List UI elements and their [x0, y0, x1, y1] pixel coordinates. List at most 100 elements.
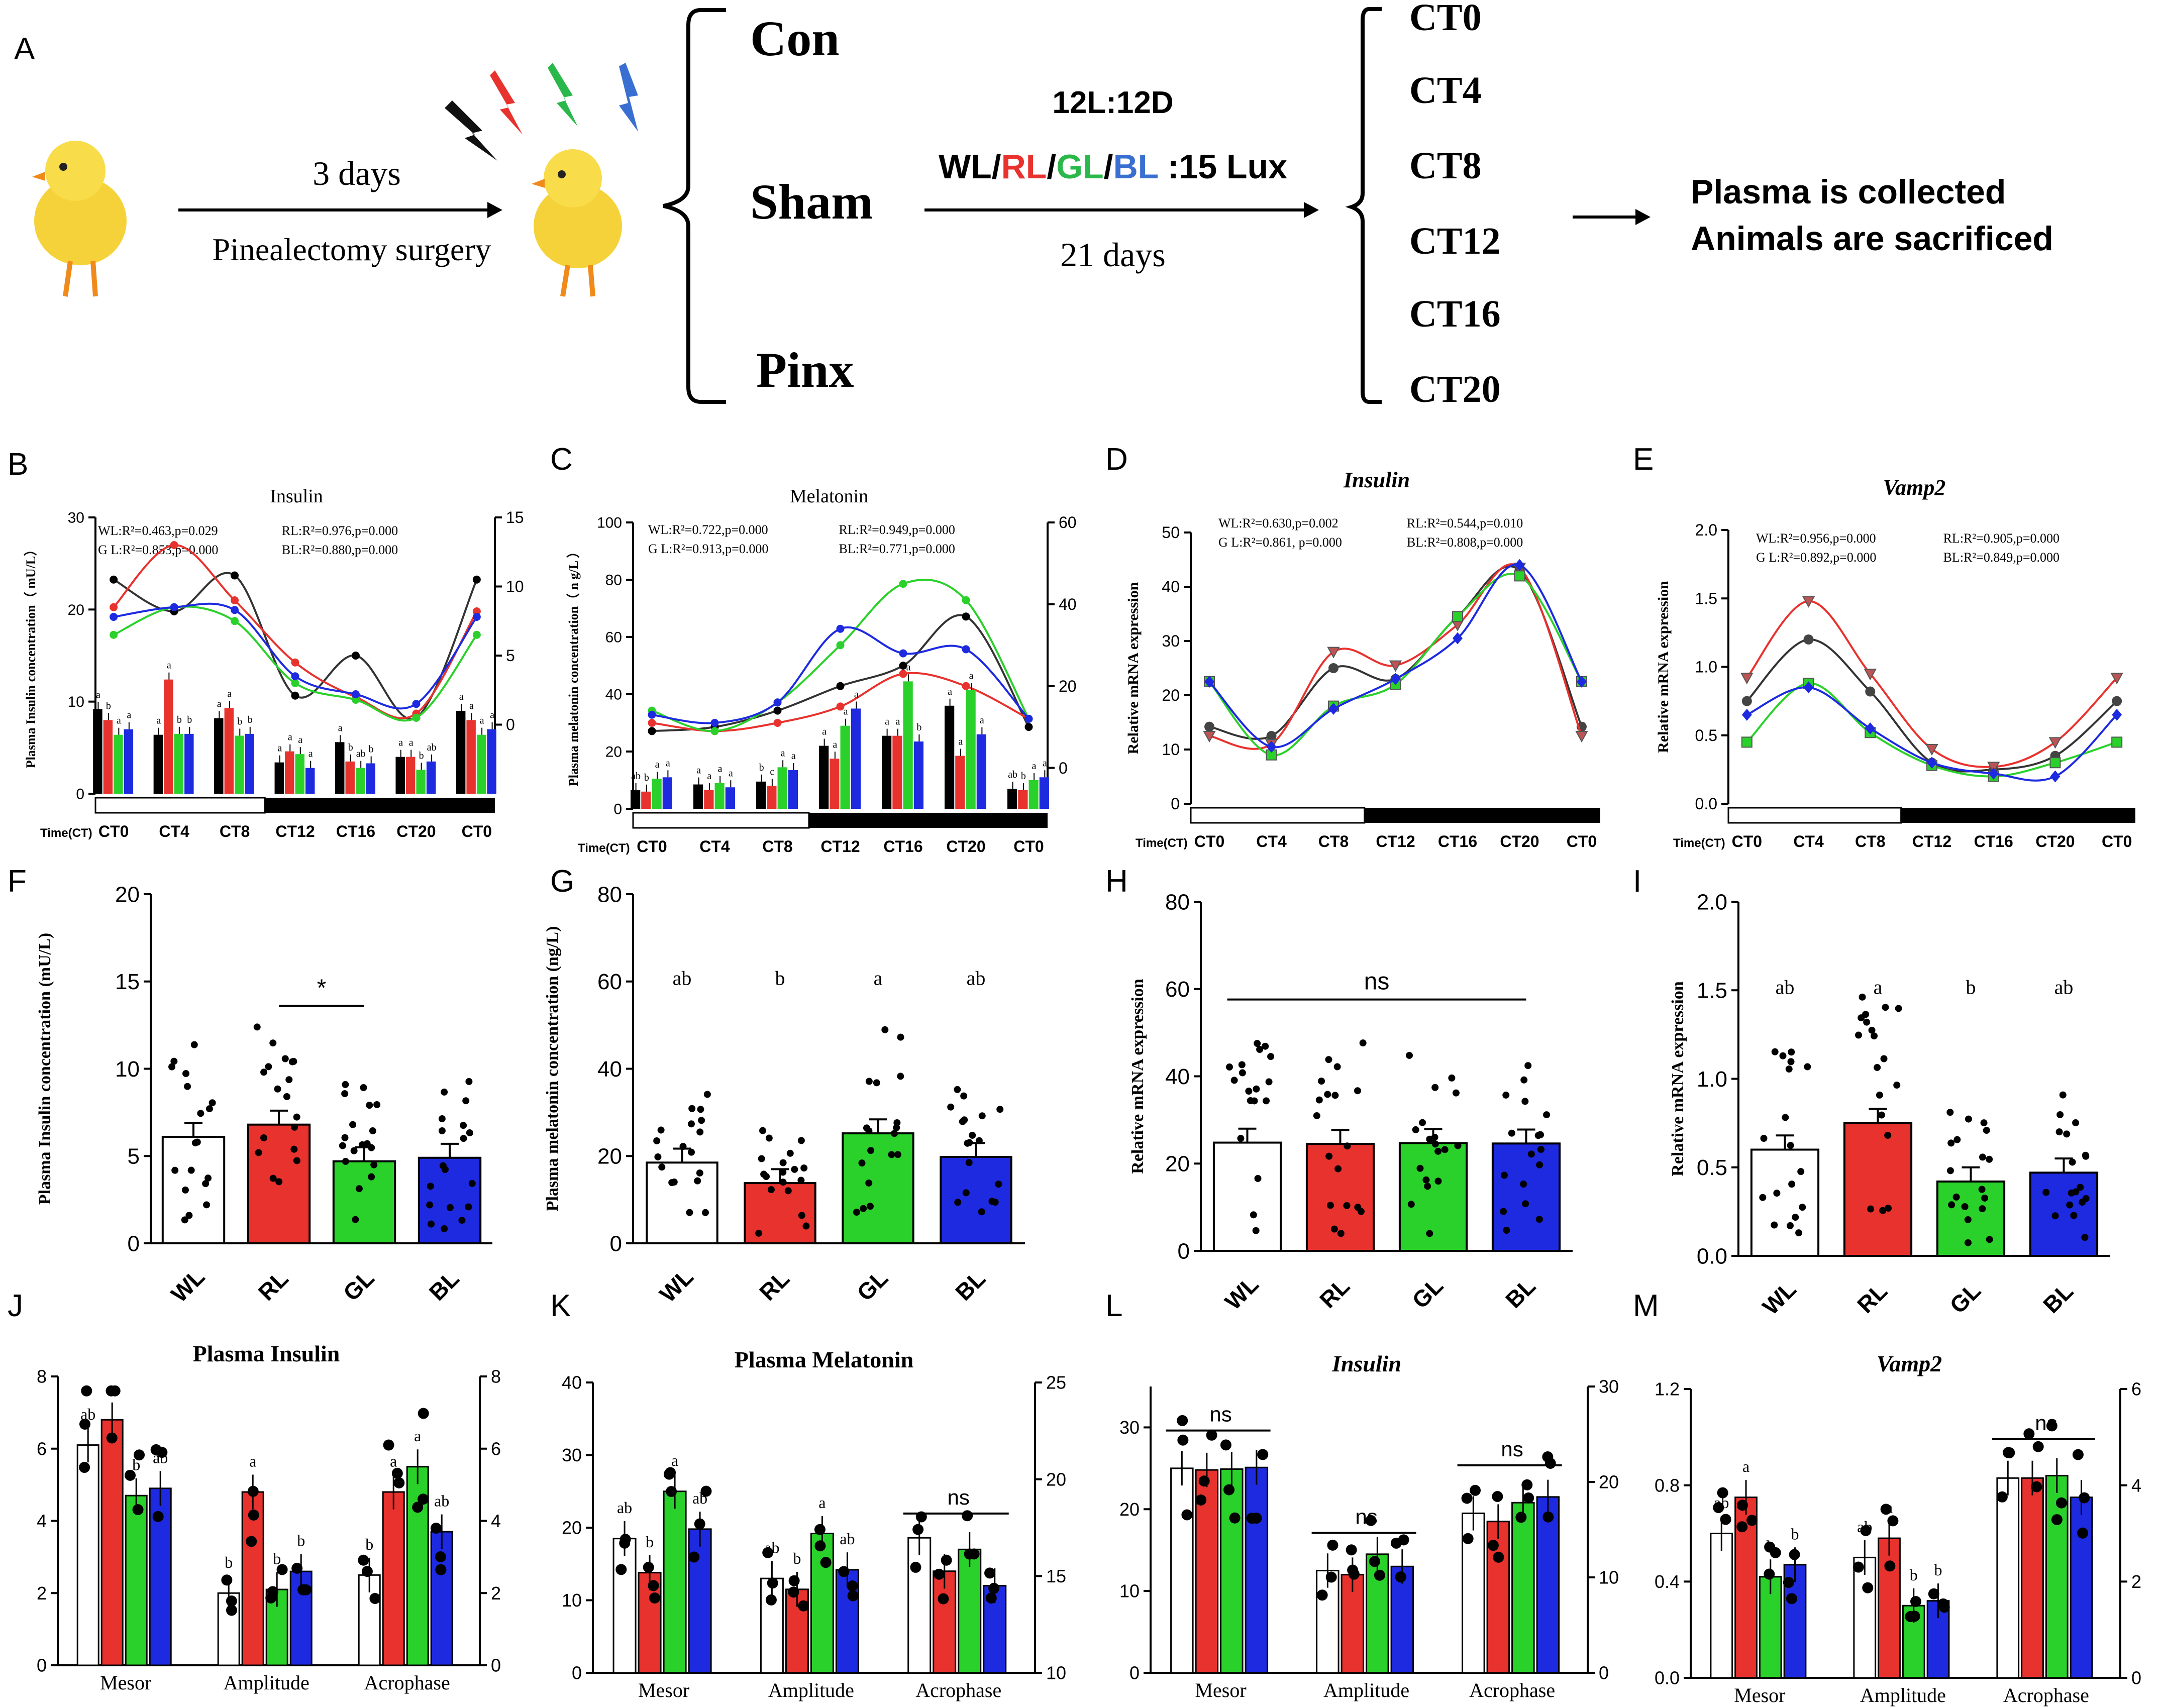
data-point-H — [1331, 1092, 1339, 1099]
y-tick-label-H: 80 — [1165, 890, 1190, 914]
data-point-M — [1862, 1582, 1874, 1593]
data-point-L — [1195, 1494, 1207, 1506]
data-point-H — [1230, 1077, 1238, 1084]
data-point-J — [412, 1502, 424, 1513]
data-point-K — [962, 1510, 973, 1522]
y-axis-label-G: Plasma melatonin concentration (ng/L) — [543, 926, 562, 1212]
bar-C-WL — [945, 705, 955, 809]
bar-L-BL — [1245, 1466, 1269, 1674]
sig-letter-B: b — [248, 714, 253, 725]
data-point-G — [784, 1187, 792, 1195]
point-D-RL — [1575, 731, 1588, 743]
sig-letter-G: ab — [967, 967, 986, 990]
sig-letter-C: a — [980, 715, 984, 726]
data-point-I — [1859, 993, 1866, 1001]
bar-B-RL — [345, 761, 355, 794]
data-point-H — [1330, 1225, 1338, 1233]
data-point-K — [847, 1580, 858, 1591]
data-point-L — [1523, 1492, 1534, 1504]
data-point-H — [1267, 1053, 1275, 1060]
bar-F-GL — [332, 1160, 396, 1245]
sig-letter-C: a — [666, 758, 670, 769]
chart-title-C: Melatonin — [790, 486, 868, 507]
bar-C-RL — [641, 791, 651, 809]
point-E-BL — [1988, 768, 1999, 780]
chart-b: Insulin 0 10 20 30 0 5 10 15 Plasma Insulin conce… — [24, 486, 524, 840]
data-point-I — [1964, 1216, 1972, 1223]
sig-letter-B: a — [167, 660, 171, 671]
data-point-J — [152, 1511, 164, 1522]
bar-B-BL — [184, 733, 194, 794]
y-tick-label-B: 10 — [68, 694, 84, 710]
data-point-F — [341, 1090, 349, 1098]
panel-letter-l: L — [1105, 1289, 1122, 1323]
data-point-F — [283, 1093, 290, 1100]
sig-letter-B: a — [117, 715, 121, 726]
timepoint-ct12: CT12 — [1409, 220, 1501, 262]
data-point-G — [954, 1199, 962, 1206]
sig-letter-K: ab — [840, 1530, 855, 1548]
timepoint-ct0: CT0 — [1409, 0, 1482, 39]
data-point-G — [797, 1137, 805, 1144]
time-axis-label-E: Time(CT) — [1673, 836, 1725, 850]
data-point-M — [1938, 1602, 1950, 1613]
bar-B-WL — [395, 757, 405, 794]
sig-letter-C: ab — [631, 771, 641, 782]
data-point-H — [1434, 1178, 1442, 1185]
data-point-F — [462, 1097, 470, 1105]
data-point-H — [1520, 1181, 1527, 1188]
data-point-F — [350, 1147, 358, 1154]
point-B-BL — [231, 606, 239, 614]
data-point-G — [701, 1209, 709, 1216]
chick-icon-right — [532, 149, 622, 297]
y-tick-label-L: 0 — [1129, 1663, 1140, 1683]
panel-letter-e: E — [1633, 442, 1654, 477]
y2-tick-label-K: 25 — [1046, 1372, 1066, 1393]
data-point-I — [2066, 1201, 2074, 1209]
point-E-RL — [2048, 737, 2062, 749]
x-tick-label-D: CT12 — [1376, 832, 1415, 850]
y-axis-label-C: Plasma melatonin concentration（ n g/L ） — [566, 545, 581, 786]
data-point-L — [1365, 1515, 1377, 1526]
point-D-BL — [1266, 740, 1277, 753]
point-B-BL — [472, 613, 481, 621]
data-point-F — [168, 1063, 176, 1071]
point-C-WL — [773, 706, 782, 715]
point-C-RL — [899, 670, 907, 678]
sig-letter-B: a — [277, 743, 282, 754]
data-point-H — [1405, 1051, 1413, 1059]
y-tick-label-D: 0 — [1171, 795, 1180, 813]
sig-letter-C: a — [895, 716, 900, 727]
bar-I-BL — [2029, 1171, 2099, 1257]
data-point-I — [1885, 1205, 1892, 1212]
time-axis-label-B: Time(CT) — [40, 826, 92, 840]
data-point-H — [1500, 1208, 1507, 1215]
data-point-F — [368, 1173, 375, 1181]
sig-letter-B: a — [298, 734, 302, 745]
data-point-M — [1909, 1611, 1920, 1622]
data-point-F — [260, 1134, 268, 1142]
panel-letter-d: D — [1105, 442, 1128, 477]
point-D-BL — [1204, 676, 1215, 688]
bar-B-BL — [305, 768, 315, 794]
data-point-H — [1343, 1202, 1351, 1209]
x-tick-label-C: CT12 — [820, 837, 860, 856]
bar-B-WL — [93, 709, 102, 794]
data-point-J — [435, 1564, 447, 1575]
data-point-G — [786, 1149, 794, 1157]
sig-letter-I: ab — [1776, 976, 1795, 998]
bar-B-BL — [366, 763, 375, 794]
data-point-I — [1978, 1186, 1986, 1193]
data-point-M — [1736, 1521, 1748, 1533]
data-point-K — [619, 1537, 631, 1549]
data-point-I — [1952, 1193, 1960, 1201]
data-point-J — [297, 1584, 309, 1595]
point-E-GL — [1741, 736, 1753, 748]
point-D-RL — [1389, 660, 1402, 672]
sig-letter-K: a — [818, 1493, 826, 1512]
data-point-F — [465, 1203, 472, 1211]
point-E-GL — [2049, 757, 2061, 769]
data-point-H — [1237, 1135, 1245, 1142]
y-tick-label-J: 6 — [37, 1438, 47, 1459]
